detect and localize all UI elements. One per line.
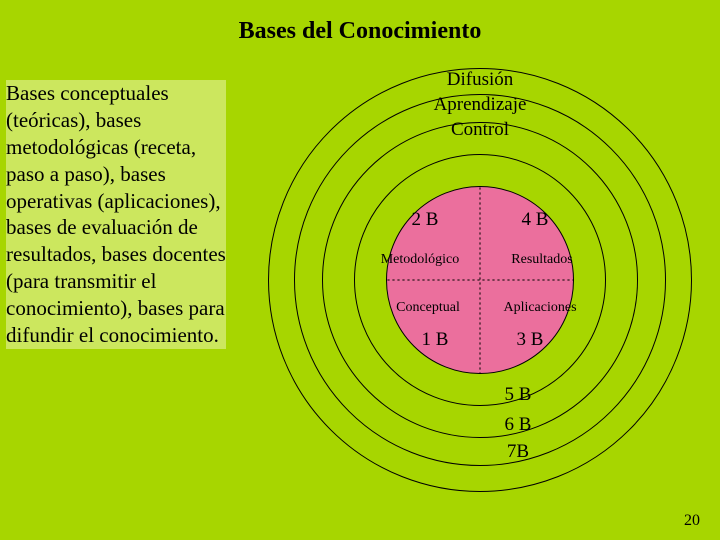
ring-label-top-2: Control bbox=[451, 119, 509, 141]
ring-label-top-1: Aprendizaje bbox=[434, 94, 527, 116]
quad-4b: 4 B bbox=[522, 209, 549, 231]
quad-2b: 2 B bbox=[412, 209, 439, 231]
ring-label-bottom-2: 7B bbox=[507, 441, 529, 463]
slide: Bases del Conocimiento Bases conceptuale… bbox=[0, 0, 720, 540]
axis-vertical bbox=[479, 186, 481, 374]
ring-label-bottom-1: 6 B bbox=[505, 414, 532, 436]
quad-resultados: Resultados bbox=[511, 252, 572, 268]
quad-metodologico: Metodológico bbox=[381, 252, 460, 268]
quad-conceptual: Conceptual bbox=[396, 300, 460, 316]
quad-aplicaciones: Aplicaciones bbox=[503, 300, 576, 316]
concentric-diagram: Difusión Aprendizaje Control 2 B 4 B Metodoló… bbox=[0, 0, 720, 540]
quad-1b: 1 B bbox=[422, 329, 449, 351]
ring-label-top-0: Difusión bbox=[447, 69, 514, 91]
ring-label-bottom-0: 5 B bbox=[505, 384, 532, 406]
quad-3b: 3 B bbox=[517, 329, 544, 351]
page-number: 20 bbox=[684, 512, 700, 530]
